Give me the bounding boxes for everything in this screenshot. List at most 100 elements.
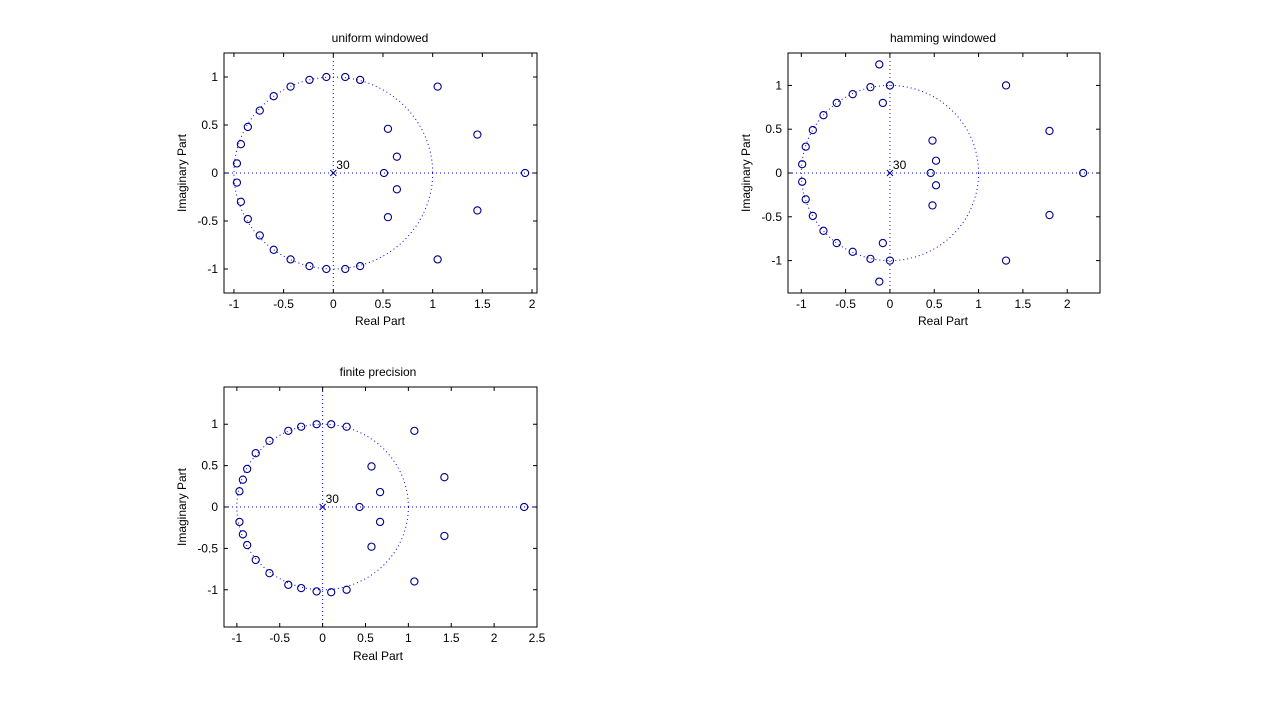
zero-marker xyxy=(866,83,875,92)
x-tick-label: -1 xyxy=(232,631,243,645)
zero-marker xyxy=(255,231,264,240)
hamming-windowed-plot: hamming windowed Real Part Imaginary Par… xyxy=(739,31,1101,328)
zero-marker xyxy=(383,124,393,133)
x-tick-label: 0 xyxy=(887,297,894,311)
zero-marker xyxy=(312,420,321,429)
x-tick-label: -0.5 xyxy=(269,631,290,645)
zero-marker xyxy=(305,75,314,85)
zero-marker xyxy=(1001,81,1011,90)
x-tick-label: 2 xyxy=(1064,297,1071,311)
zero-marker xyxy=(798,160,807,169)
zero-marker xyxy=(1045,210,1054,220)
zero-marker xyxy=(297,583,306,593)
plot-title: finite precision xyxy=(340,365,417,379)
y-tick-label: 1 xyxy=(775,78,782,92)
zero-marker xyxy=(367,542,376,551)
pole-marker xyxy=(319,503,326,511)
zero-marker xyxy=(255,106,264,115)
zero-marker xyxy=(801,195,810,204)
x-tick-label: 0 xyxy=(330,297,337,311)
zero-marker xyxy=(232,159,242,168)
zero-marker xyxy=(440,531,449,541)
y-tick-label: -0.5 xyxy=(761,210,782,224)
y-tick-label: 1 xyxy=(211,417,218,431)
zero-marker xyxy=(798,177,807,186)
zero-marker xyxy=(848,90,857,99)
zero-marker xyxy=(440,473,449,482)
zero-marker xyxy=(931,156,941,165)
y-axis-label: Imaginary Part xyxy=(175,133,189,212)
zero-marker xyxy=(236,197,246,206)
zero-marker xyxy=(284,426,293,436)
zero-marker xyxy=(410,426,419,436)
x-tick-label: -0.5 xyxy=(835,297,856,311)
x-axis-label: Real Part xyxy=(355,314,406,328)
zero-marker xyxy=(327,588,336,597)
y-tick-label: 0.5 xyxy=(201,459,218,473)
zero-marker xyxy=(341,264,350,274)
y-tick-label: 0.5 xyxy=(201,118,218,132)
y-tick-label: 0 xyxy=(775,166,782,180)
pole-multiplicity-label: 30 xyxy=(893,158,907,172)
zero-marker xyxy=(1001,256,1011,265)
zero-marker xyxy=(878,98,887,108)
x-tick-label: 1 xyxy=(405,631,412,645)
pole-marker xyxy=(886,169,894,177)
zero-marker xyxy=(355,502,364,512)
zero-marker xyxy=(928,201,937,210)
unit-circle xyxy=(800,84,980,262)
zero-marker xyxy=(875,60,884,69)
zero-marker xyxy=(392,185,402,194)
plot-title: uniform windowed xyxy=(332,31,429,45)
x-tick-label: 2 xyxy=(491,631,498,645)
x-tick-label: 0.5 xyxy=(357,631,374,645)
zero-marker xyxy=(236,140,246,149)
zero-marker xyxy=(251,449,260,458)
zero-marker xyxy=(885,81,895,90)
zero-marker xyxy=(392,152,402,161)
zero-marker xyxy=(848,247,857,256)
y-tick-label: 0.5 xyxy=(765,122,782,136)
x-tick-label: -1 xyxy=(796,297,807,311)
y-tick-label: 0 xyxy=(211,500,218,514)
x-tick-label: 0.5 xyxy=(926,297,943,311)
zero-marker xyxy=(367,462,376,471)
x-axis-label: Real Part xyxy=(918,314,969,328)
pole-multiplicity-label: 30 xyxy=(326,492,340,506)
zero-marker xyxy=(375,517,385,527)
zero-marker xyxy=(322,72,331,82)
zero-marker xyxy=(342,585,351,594)
zero-marker xyxy=(1045,126,1054,136)
x-tick-label: 2.5 xyxy=(529,631,546,645)
zero-marker xyxy=(375,487,385,497)
zero-marker xyxy=(355,261,365,271)
zero-marker xyxy=(286,255,295,264)
zero-marker xyxy=(235,517,244,527)
y-tick-label: -1 xyxy=(207,583,218,597)
zero-marker xyxy=(433,82,442,91)
y-tick-label: -0.5 xyxy=(197,541,218,555)
zero-marker xyxy=(383,213,393,222)
zero-marker xyxy=(251,555,260,565)
zero-marker xyxy=(243,464,252,474)
x-tick-label: 1 xyxy=(975,297,982,311)
y-tick-label: -1 xyxy=(207,262,218,276)
zero-marker xyxy=(519,502,529,512)
x-tick-label: 0 xyxy=(319,631,326,645)
zero-marker xyxy=(866,254,875,263)
zero-marker xyxy=(243,122,252,132)
zero-marker xyxy=(269,245,278,254)
zero-marker xyxy=(327,420,336,429)
zero-marker xyxy=(931,181,941,190)
zero-marker xyxy=(305,261,314,271)
zero-marker xyxy=(433,255,442,264)
zero-marker xyxy=(342,422,351,431)
zero-marker xyxy=(832,238,841,248)
zero-marker xyxy=(832,98,841,108)
y-tick-label: 0 xyxy=(211,166,218,180)
zero-marker xyxy=(928,136,937,145)
zero-marker xyxy=(808,211,817,221)
zero-marker xyxy=(312,587,321,596)
zero-marker xyxy=(341,72,350,82)
zero-marker xyxy=(269,92,278,101)
